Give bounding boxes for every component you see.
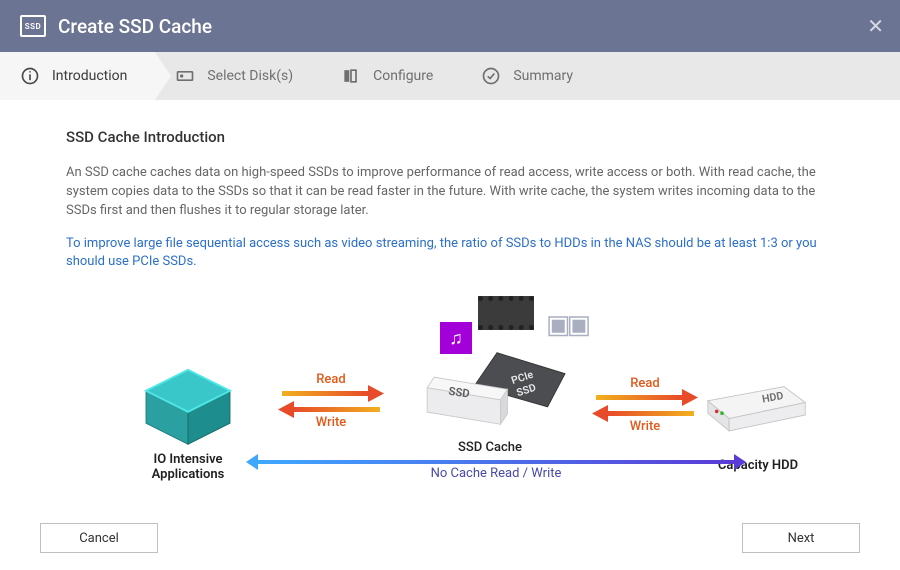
step-bar: Introduction Select Disk(s) Configure Su… [0,52,900,100]
configure-icon [341,66,361,86]
step-introduction[interactable]: Introduction [0,52,155,100]
content-area: SSD Cache Introduction An SSD cache cach… [0,100,900,506]
step-label: Introduction [52,68,127,84]
page-heading: SSD Cache Introduction [66,128,834,146]
ssd-text: SSD [448,384,471,401]
page-paragraph: An SSD cache caches data on high-speed S… [66,164,834,221]
io-app-label: IO Intensive Applications [128,452,248,482]
step-label: Summary [513,68,573,84]
next-button[interactable]: Next [742,523,860,553]
check-icon [481,66,501,86]
step-configure[interactable]: Configure [321,52,461,100]
arrows-left: Read Write [276,372,386,430]
page-note: To improve large file sequential access … [66,235,834,273]
ssd-icon: SSD [20,15,46,37]
close-icon[interactable]: ✕ [867,16,884,36]
info-icon [20,66,40,86]
boxes-icon: ▣▣ [546,310,587,340]
window-title: Create SSD Cache [58,15,212,38]
step-label: Select Disk(s) [207,68,293,84]
disk-icon [175,66,195,86]
ssd-cache-label: SSD Cache [440,440,540,455]
footer: Cancel Next [0,506,900,570]
titlebar: SSD Create SSD Cache ✕ [0,0,900,52]
nocache-label: No Cache Read / Write [246,466,746,481]
step-summary[interactable]: Summary [461,52,601,100]
film-icon [478,296,534,330]
diagram: ♫ ▣▣ PCIe SSD SSD [80,290,820,500]
hdd-graphic: HDD [694,376,812,442]
ssd-cache-graphic: PCIe SSD SSD [400,344,580,444]
write-label: Write [276,415,386,430]
step-label: Configure [373,68,433,84]
step-select-disks[interactable]: Select Disk(s) [155,52,321,100]
io-app-cube [140,366,236,452]
nocache-arrow: No Cache Read / Write [246,454,746,474]
cancel-button[interactable]: Cancel [40,523,158,553]
write-label: Write [590,419,700,434]
arrows-right: Read Write [590,376,700,434]
